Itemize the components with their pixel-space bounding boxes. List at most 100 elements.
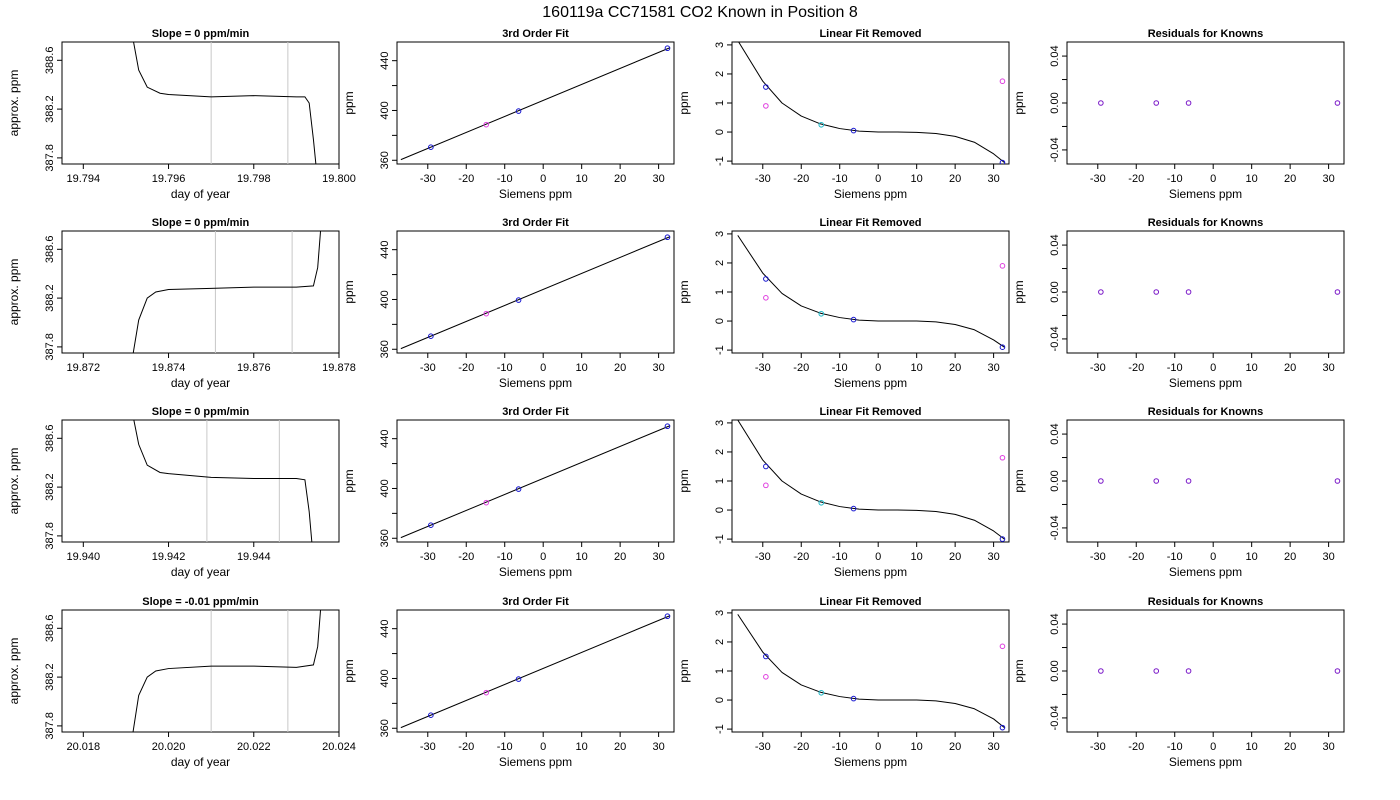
y-tick-label: 0.04 — [1049, 234, 1061, 255]
x-tick-label: -20 — [1128, 173, 1144, 185]
series-line — [133, 420, 313, 542]
plot-area — [132, 231, 322, 353]
x-tick-label: 10 — [911, 551, 923, 563]
x-tick-label: 19.878 — [322, 362, 356, 374]
x-axis-label: Siemens ppm — [834, 565, 907, 579]
data-point-purple — [1334, 289, 1341, 295]
data-point-blue — [664, 423, 671, 430]
x-tick-label: -10 — [832, 551, 848, 563]
fit-curve — [738, 42, 1005, 163]
x-tick-label: 0 — [1210, 741, 1216, 753]
x-tick-label: 0 — [1210, 362, 1216, 374]
x-tick-label: 30 — [652, 362, 664, 374]
y-tick-label: 1 — [714, 478, 726, 484]
x-tick-label: 19.940 — [66, 551, 100, 563]
plot-frame — [1066, 41, 1345, 165]
plot-area — [400, 423, 671, 539]
x-tick-label: -10 — [832, 362, 848, 374]
chart-title: Slope = 0 ppm/min — [152, 28, 250, 40]
series-line — [132, 610, 322, 732]
x-axis-label: day of year — [171, 187, 230, 201]
y-tick-label: 1 — [714, 100, 726, 106]
x-tick-label: 0 — [540, 741, 546, 753]
data-point-magenta — [999, 454, 1006, 461]
data-point-blue — [850, 127, 857, 134]
data-point-purple — [1098, 289, 1104, 295]
data-point-blue — [515, 676, 522, 682]
fit-line — [400, 425, 671, 539]
x-tick-label: 20 — [614, 741, 626, 753]
x-tick-label: -30 — [420, 741, 436, 753]
chart-title: 3rd Order Fit — [502, 596, 569, 608]
y-tick-label: -0.04 — [1049, 705, 1061, 730]
plot-frame — [731, 609, 1010, 733]
x-tick-label: 20 — [1284, 741, 1296, 753]
y-axis-label: ppm — [677, 469, 691, 492]
x-tick-label: -30 — [420, 362, 436, 374]
chart-panel-3: Slope = 0 ppm/min day of year approx. ppm 1… — [7, 406, 340, 579]
chart-panel-7: 3rd Order Fit Siemens ppm ppm -30 -20 -10 0 10 2… — [342, 406, 675, 579]
y-axis-label: approx. ppm — [7, 448, 21, 515]
data-point-purple — [1153, 668, 1160, 674]
data-point-blue — [763, 276, 769, 282]
x-tick-label: -20 — [1128, 741, 1144, 753]
data-point-magenta — [999, 78, 1006, 85]
x-tick-label: 0 — [875, 362, 881, 374]
x-tick-label: -10 — [497, 362, 513, 374]
x-tick-label: -10 — [497, 173, 513, 185]
x-tick-label: 20.022 — [237, 741, 271, 753]
x-tick-label: 20 — [949, 551, 961, 563]
data-point-blue — [428, 522, 434, 528]
plot-area — [1098, 100, 1341, 106]
plot-area — [400, 613, 671, 729]
data-point-purple — [1334, 668, 1341, 674]
y-axis-label: ppm — [1012, 469, 1026, 492]
y-axis-label: approx. ppm — [7, 638, 21, 705]
data-point-cyan — [818, 689, 825, 696]
plot-frame — [61, 419, 340, 543]
x-tick-label: -30 — [755, 741, 771, 753]
fit-curve — [737, 614, 1005, 729]
y-tick-label: 400 — [379, 290, 391, 308]
x-tick-label: 30 — [1322, 741, 1334, 753]
x-tick-label: 0 — [875, 741, 881, 753]
series-line — [133, 42, 317, 164]
fit-line — [400, 615, 671, 729]
y-tick-label: 400 — [379, 669, 391, 687]
data-point-blue — [850, 505, 857, 512]
x-axis-label: Siemens ppm — [834, 376, 907, 390]
data-point-blue — [428, 333, 434, 339]
data-point-purple — [1334, 478, 1341, 484]
plot-frame — [731, 419, 1010, 543]
x-tick-label: 10 — [1246, 551, 1258, 563]
chart-panel-14: Residuals for Knowns Siemens ppm ppm -30 -20… — [1012, 217, 1345, 390]
x-tick-label: -20 — [793, 741, 809, 753]
y-tick-label: 388.2 — [44, 663, 56, 691]
x-tick-label: -10 — [832, 173, 848, 185]
y-tick-label: 0.04 — [1049, 423, 1061, 444]
y-axis-label: ppm — [342, 469, 356, 492]
y-axis-label: ppm — [342, 659, 356, 682]
chart-title: 3rd Order Fit — [502, 217, 569, 229]
data-point-magenta — [763, 295, 769, 301]
x-tick-label: 20 — [1284, 551, 1296, 563]
x-tick-label: 30 — [987, 173, 999, 185]
y-tick-label: 387.8 — [44, 333, 56, 361]
chart-panel-5: 3rd Order Fit Siemens ppm ppm -30 -20 -10 0 10 2… — [342, 28, 675, 201]
x-tick-label: 30 — [1322, 173, 1334, 185]
plot-area — [400, 45, 671, 161]
y-tick-label: 2 — [714, 449, 726, 455]
x-tick-label: 10 — [576, 741, 588, 753]
y-tick-label: 0 — [714, 507, 726, 513]
data-point-blue — [999, 724, 1006, 731]
x-tick-label: 0 — [540, 173, 546, 185]
data-point-magenta — [999, 263, 1006, 269]
x-tick-label: 10 — [576, 173, 588, 185]
chart-panel-13: Residuals for Knowns Siemens ppm ppm -30 -20… — [1012, 28, 1345, 201]
data-point-blue — [515, 486, 522, 492]
chart-title: Linear Fit Removed — [819, 28, 921, 40]
y-tick-label: 440 — [379, 429, 391, 447]
chart-panel-10: Linear Fit Removed Siemens ppm ppm -30 -20 -1… — [677, 217, 1010, 390]
chart-panel-9: Linear Fit Removed Siemens ppm ppm -30 -20 -1… — [677, 28, 1010, 201]
